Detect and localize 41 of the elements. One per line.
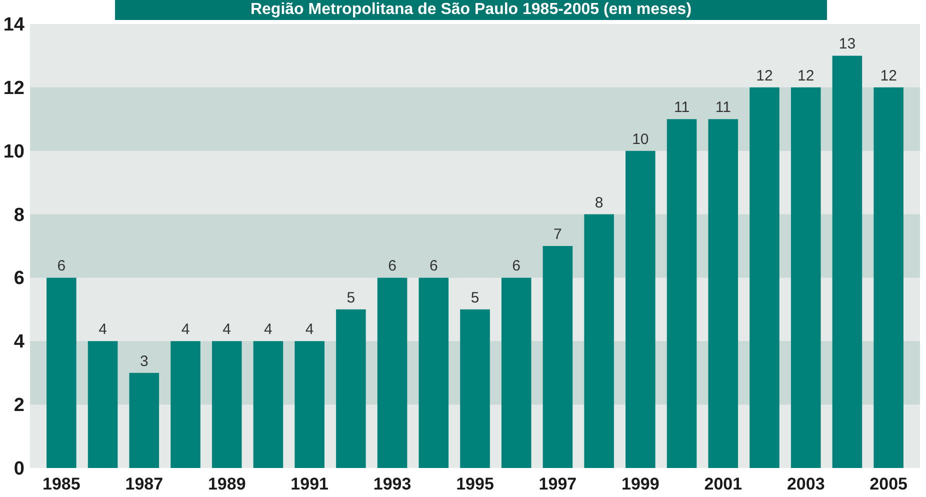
y-tick-label: 8 [14,204,24,226]
x-tick-label: 1993 [373,474,412,494]
data-label: 4 [222,321,232,338]
y-tick-label: 10 [3,141,24,162]
data-label: 3 [140,352,148,370]
data-label: 11 [674,99,690,116]
x-tick-label: 1989 [208,474,246,494]
x-tick-label: 2003 [786,474,825,494]
data-label: 5 [470,289,480,306]
x-tick-label: 2005 [870,474,908,494]
y-tick-label: 12 [3,78,24,99]
x-tick-label: 1997 [538,474,577,494]
data-label: 6 [429,258,438,275]
y-tick-label: 14 [3,14,25,36]
data-label: 4 [98,321,107,338]
x-tick-label: 1991 [290,474,328,494]
x-tick-label: 1987 [125,474,164,494]
x-tick-label: 1995 [456,474,494,494]
data-label: 5 [346,289,356,306]
y-tick-label: 2 [14,395,24,416]
y-tick-label: 0 [14,458,24,480]
y-tick-label: 6 [14,268,24,290]
y-tick-label: 4 [14,332,25,353]
data-label: 12 [880,67,897,84]
data-label: 8 [594,194,604,212]
title-banner: Região Metropolitana de São Paulo 1985-2005 (em meses) [115,0,827,20]
x-tick-label: 1985 [42,474,80,494]
data-label: 4 [264,321,272,338]
data-label: 11 [715,99,731,116]
data-label: 6 [512,258,521,275]
data-label: 12 [798,67,814,84]
data-label: 4 [305,321,314,338]
data-label: 13 [838,36,856,53]
data-label: 7 [554,226,562,243]
x-tick-label: 2001 [704,474,742,494]
x-tick-label: 1999 [622,474,660,494]
data-label: 10 [632,130,649,148]
data-label: 6 [57,258,66,275]
data-label: 4 [181,321,190,338]
data-label: 6 [388,258,396,275]
data-label: 12 [756,67,773,84]
